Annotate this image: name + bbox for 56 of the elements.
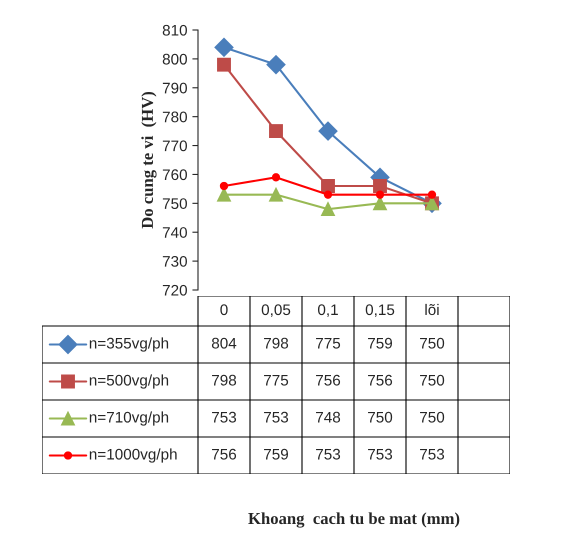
point: [321, 202, 335, 216]
data-label: 759: [264, 448, 288, 460]
point: [318, 122, 338, 141]
legend-label: n=355vg/ph: [90, 337, 168, 352]
y-tick-label: 790: [162, 82, 187, 94]
text: Khoang cach tu be mat (mm): [248, 512, 460, 528]
data-label: 753: [212, 412, 236, 423]
y-tick-label: 740: [162, 227, 187, 238]
legend-label: n=710vg/ph: [90, 411, 168, 426]
x-tick-label: 0: [220, 304, 228, 316]
y-tick-label: 750: [162, 198, 187, 210]
point: [217, 188, 231, 202]
data-label: 798: [212, 374, 236, 386]
data-label: 756: [316, 374, 340, 386]
x-tick-label: 0,05: [262, 304, 290, 317]
data-label: 775: [264, 374, 288, 386]
point: [269, 124, 283, 138]
data-label: 750: [420, 374, 444, 386]
data-label: 756: [212, 448, 236, 460]
point: [428, 190, 436, 199]
point: [266, 55, 286, 74]
y-tick-label: 770: [162, 140, 187, 152]
point: [217, 58, 231, 72]
y-tick-label: 810: [162, 24, 187, 36]
point: [321, 179, 335, 193]
point: [373, 179, 387, 193]
x-tick-label: lõi: [425, 304, 439, 316]
point: [220, 182, 228, 190]
x-tick-label: 0,15: [366, 304, 394, 317]
data-label: 750: [420, 338, 444, 349]
legend-label: n=1000vg/ph: [90, 448, 177, 463]
data-label: 750: [368, 412, 392, 423]
legend-label: n=500vg/ph: [90, 374, 168, 389]
data-label: 804: [212, 338, 236, 349]
x-tick-label: 0,1: [318, 304, 338, 317]
y-tick-label: 780: [162, 112, 187, 122]
data-label: 748: [316, 412, 340, 423]
y-axis-title: Do cung te vi (HV): [141, 92, 157, 228]
point: [376, 190, 384, 199]
y-tick-label: 730: [162, 256, 187, 267]
point: [269, 188, 283, 202]
point: [214, 38, 234, 57]
data-label: 759: [368, 338, 392, 349]
y-tick-label: 760: [162, 169, 187, 180]
data-label: 775: [316, 338, 340, 349]
data-label: 756: [368, 374, 392, 386]
data-label: 798: [264, 338, 288, 349]
data-label: 753: [420, 448, 444, 460]
point: [324, 190, 332, 199]
y-tick-label: 800: [162, 54, 187, 65]
point: [272, 173, 280, 182]
data-label: 750: [420, 412, 444, 423]
data-label: 753: [264, 412, 288, 423]
y-tick-label: 720: [162, 284, 187, 296]
data-label: 753: [368, 448, 392, 460]
data-label: 753: [316, 448, 340, 460]
